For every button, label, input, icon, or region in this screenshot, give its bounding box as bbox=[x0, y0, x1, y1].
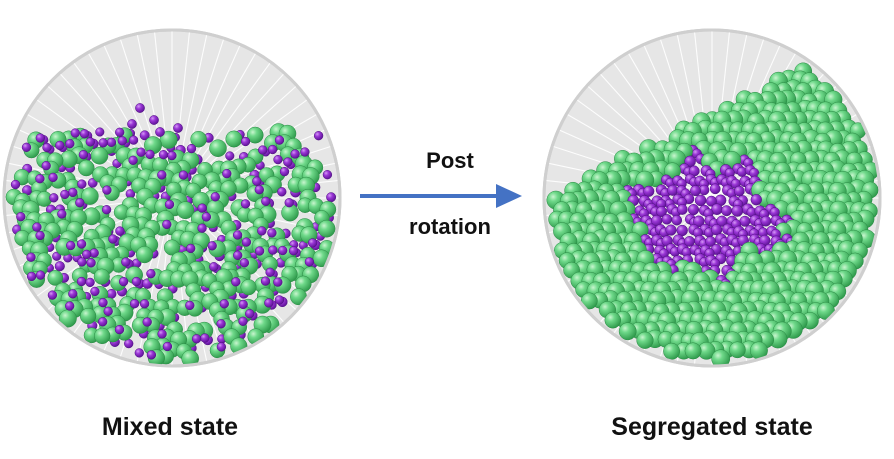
segregated-state-drum bbox=[542, 28, 882, 368]
arrow-right-icon bbox=[360, 184, 522, 208]
segregated-state-label: Segregated state bbox=[611, 413, 813, 441]
mixed-state-drum bbox=[2, 28, 342, 368]
arrow-label-top: Post bbox=[426, 148, 474, 173]
arrow-label-bottom: rotation bbox=[409, 214, 491, 239]
mixed-state-label: Mixed state bbox=[101, 413, 239, 441]
